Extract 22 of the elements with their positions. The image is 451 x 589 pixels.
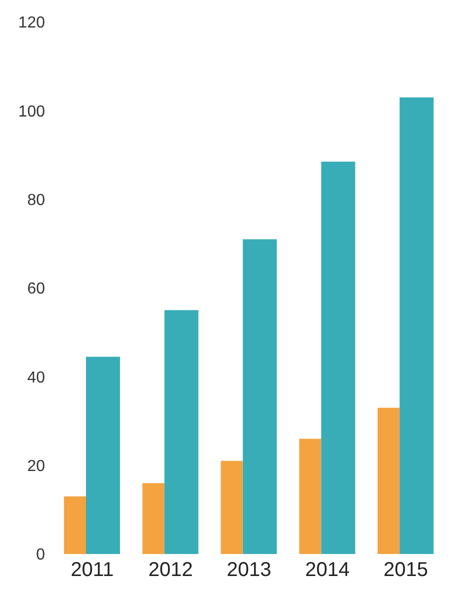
bar — [242, 239, 277, 554]
bar — [400, 97, 434, 554]
bar — [164, 310, 198, 554]
y-tick-label: 60 — [27, 280, 46, 298]
bar — [220, 460, 243, 554]
bar — [64, 496, 86, 554]
y-tick-label: 120 — [18, 14, 46, 32]
x-tick-label: 2014 — [305, 559, 350, 582]
x-tick-label: 2011 — [70, 559, 114, 582]
x-tick-label: 2015 — [384, 559, 428, 582]
bar — [378, 408, 400, 554]
y-tick-label: 40 — [27, 369, 46, 386]
bar — [86, 356, 120, 554]
y-tick-label: 0 — [36, 546, 46, 564]
bar — [142, 483, 164, 554]
y-tick-label: 20 — [27, 458, 46, 476]
x-tick-label: 2013 — [226, 559, 272, 582]
y-tick-label: 80 — [27, 192, 46, 210]
bar — [321, 162, 356, 554]
x-tick-label: 2012 — [148, 559, 193, 582]
bar — [299, 438, 322, 554]
y-tick-label: 100 — [18, 103, 46, 120]
